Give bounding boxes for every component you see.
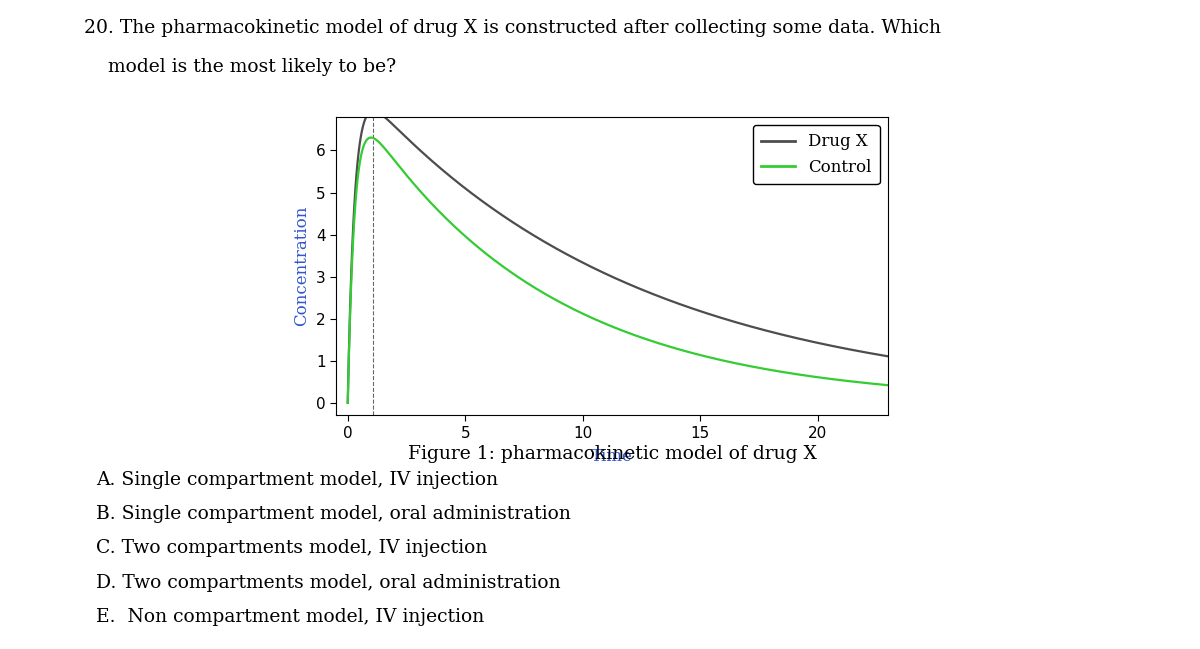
Drug X	[341, 399, 355, 407]
Line: Control: Control	[348, 138, 888, 403]
Drug X	[366, 107, 380, 115]
Control	[772, 367, 786, 375]
Control	[712, 356, 726, 363]
Line: Drug X: Drug X	[348, 111, 888, 403]
X-axis label: Time: Time	[592, 448, 632, 465]
Control	[364, 134, 378, 141]
Text: B. Single compartment model, oral administration: B. Single compartment model, oral admini…	[96, 505, 571, 523]
Drug X	[559, 251, 574, 258]
Drug X	[712, 313, 726, 321]
Legend: Drug X, Control: Drug X, Control	[752, 125, 880, 184]
Y-axis label: Concentration: Concentration	[293, 206, 311, 326]
Text: model is the most likely to be?: model is the most likely to be?	[84, 58, 396, 77]
Text: E.  Non compartment model, IV injection: E. Non compartment model, IV injection	[96, 608, 485, 626]
Control	[881, 382, 895, 389]
Drug X	[772, 330, 786, 338]
Text: 20. The pharmacokinetic model of drug X is constructed after collecting some dat: 20. The pharmacokinetic model of drug X …	[84, 19, 941, 38]
Text: C. Two compartments model, IV injection: C. Two compartments model, IV injection	[96, 539, 487, 557]
Control	[580, 312, 594, 319]
Text: Figure 1: pharmacokinetic model of drug X: Figure 1: pharmacokinetic model of drug …	[408, 445, 816, 463]
Control	[559, 302, 574, 310]
Control	[762, 366, 776, 374]
Text: D. Two compartments model, oral administration: D. Two compartments model, oral administ…	[96, 574, 560, 592]
Control	[341, 399, 355, 407]
Drug X	[762, 328, 776, 336]
Drug X	[881, 352, 895, 360]
Text: A. Single compartment model, IV injection: A. Single compartment model, IV injectio…	[96, 471, 498, 489]
Control	[396, 167, 410, 175]
Drug X	[580, 260, 594, 268]
Drug X	[396, 131, 410, 139]
